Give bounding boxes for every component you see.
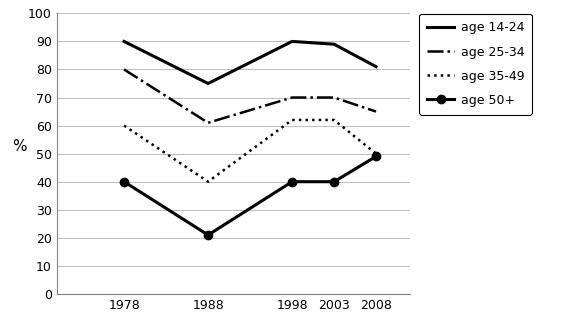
age 25-34 xyxy=(373,110,380,114)
Line: age 50+: age 50+ xyxy=(120,152,380,239)
age 50+ xyxy=(121,180,127,184)
age 50+ xyxy=(288,180,295,184)
age 25-34 xyxy=(121,67,127,71)
age 50+ xyxy=(373,154,380,158)
age 14-24 xyxy=(331,42,337,46)
age 25-34 xyxy=(205,121,212,125)
age 14-24 xyxy=(121,39,127,43)
age 25-34 xyxy=(331,96,337,100)
Y-axis label: %: % xyxy=(13,139,27,154)
age 50+ xyxy=(331,180,337,184)
age 14-24 xyxy=(373,65,380,69)
Line: age 25-34: age 25-34 xyxy=(124,69,376,123)
age 35-49 xyxy=(331,118,337,122)
age 14-24 xyxy=(288,39,295,43)
age 35-49 xyxy=(288,118,295,122)
Line: age 14-24: age 14-24 xyxy=(124,41,376,84)
Line: age 35-49: age 35-49 xyxy=(124,120,376,182)
Legend: age 14-24, age 25-34, age 35-49, age 50+: age 14-24, age 25-34, age 35-49, age 50+ xyxy=(419,14,532,115)
age 50+ xyxy=(205,233,212,237)
age 14-24 xyxy=(205,81,212,86)
age 35-49 xyxy=(121,124,127,128)
age 35-49 xyxy=(205,180,212,184)
age 25-34 xyxy=(288,96,295,100)
age 35-49 xyxy=(373,152,380,156)
